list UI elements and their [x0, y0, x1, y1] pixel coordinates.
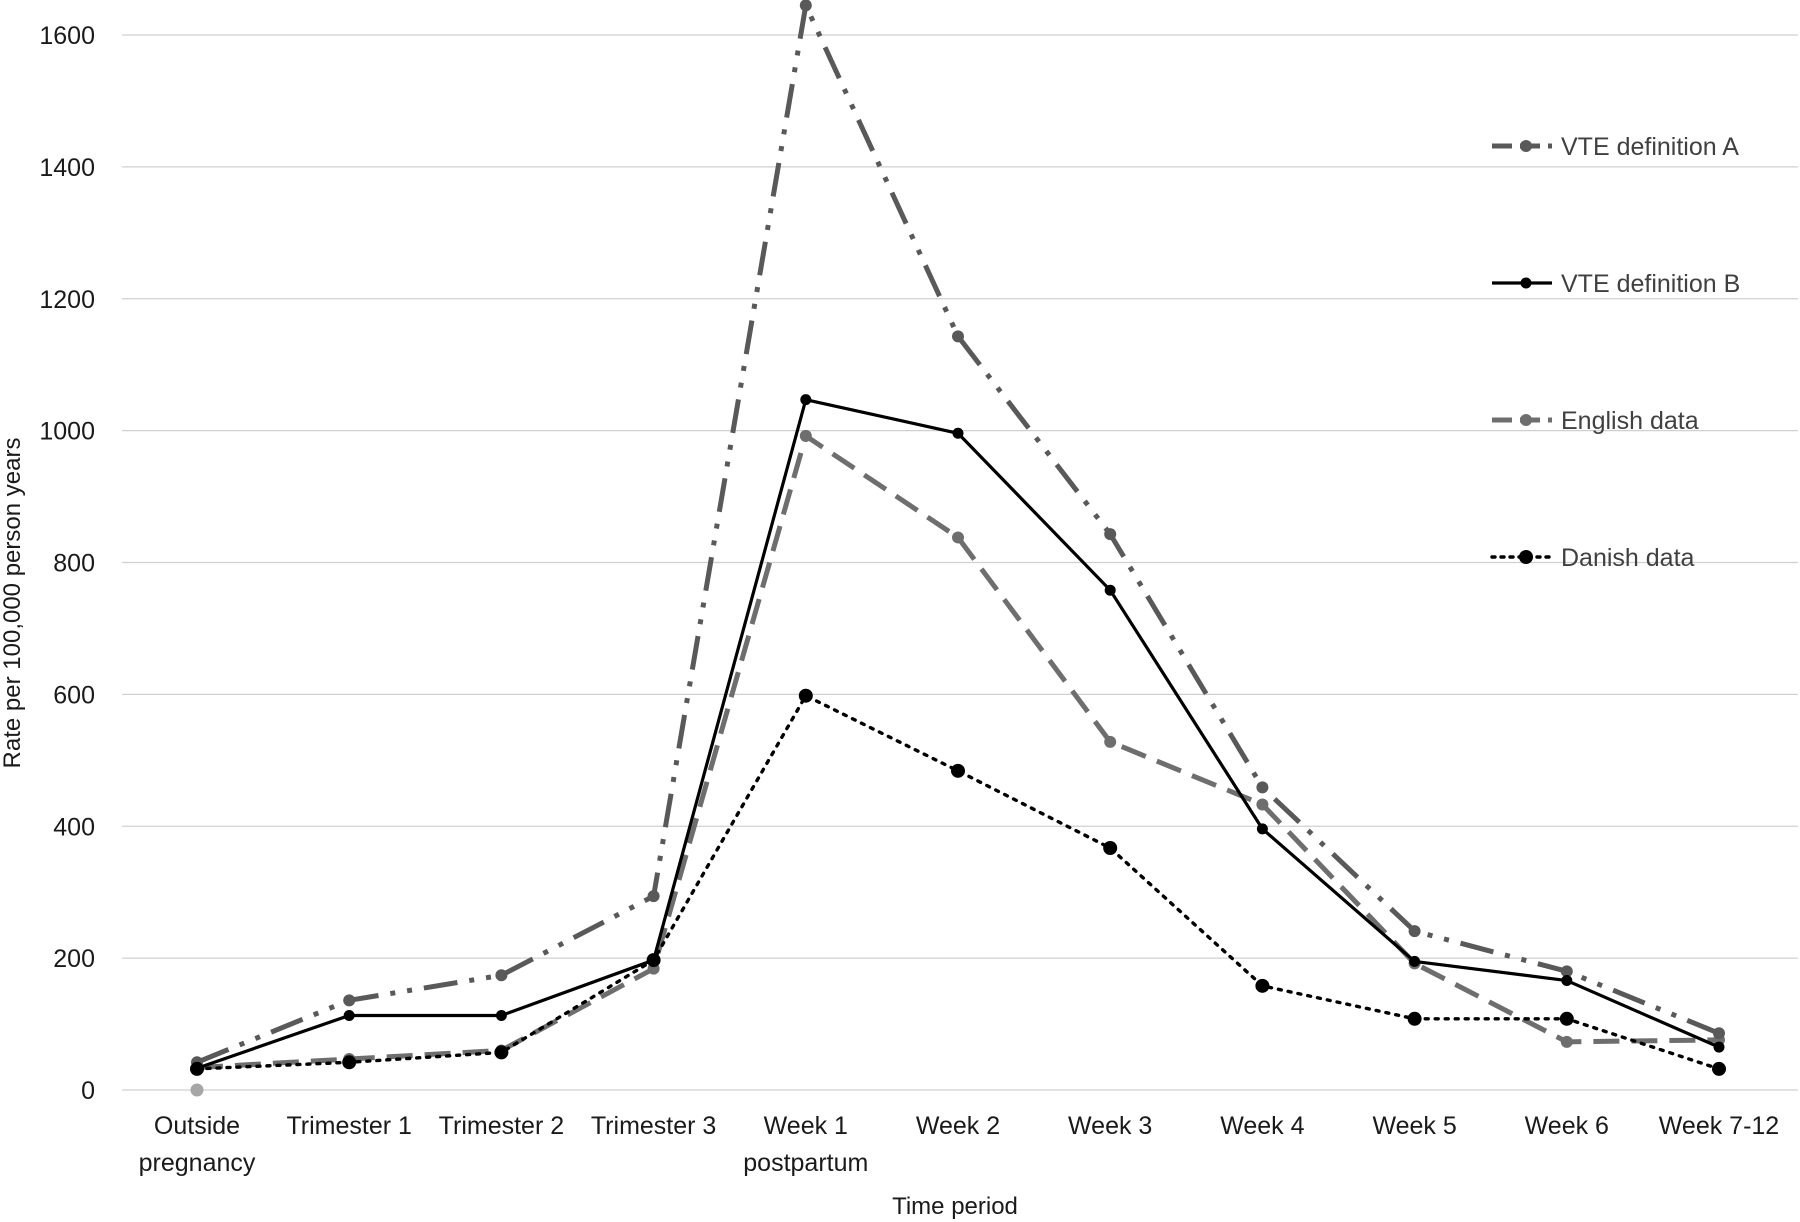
series-english-data [191, 429, 1725, 1074]
series-vte-definition-a [191, 0, 1725, 1069]
data-point [1713, 1027, 1725, 1040]
series-lines [190, 0, 1726, 1097]
y-tick-label: 1000 [39, 418, 95, 446]
data-point [1712, 1061, 1726, 1076]
x-tick-label: Trimester 2 [439, 1112, 564, 1140]
legend-label: Danish data [1561, 544, 1695, 572]
y-tick-label: 800 [53, 550, 95, 578]
x-tick-label: Week 4 [1220, 1112, 1304, 1140]
y-tick-label: 0 [81, 1077, 95, 1105]
data-point [495, 1009, 507, 1021]
x-tick-label: Trimester 3 [591, 1112, 716, 1140]
data-point [647, 890, 660, 903]
y-tick-label: 1400 [39, 154, 95, 182]
x-tick-label: Outside [154, 1112, 240, 1140]
x-axis-title: Time period [892, 1193, 1018, 1220]
data-point [1104, 528, 1117, 541]
data-point [494, 1045, 509, 1060]
data-point [1713, 1041, 1725, 1053]
legend-item: Danish data [1490, 544, 1695, 572]
x-tick-label: Week 3 [1068, 1112, 1152, 1140]
legend-swatch-marker [1519, 550, 1533, 564]
data-point [1561, 975, 1573, 987]
legend-item: VTE definition A [1492, 133, 1739, 161]
data-point [1256, 798, 1269, 811]
data-point [951, 763, 965, 778]
y-axis-title: Rate per 100,000 person years [0, 438, 26, 769]
data-point [799, 0, 812, 12]
data-point [1408, 925, 1421, 938]
data-point [952, 427, 964, 439]
legend-item: VTE definition B [1492, 270, 1740, 298]
x-tick-label: Week 1 [764, 1112, 848, 1140]
data-point-annotation [190, 1083, 204, 1097]
data-point [1256, 781, 1269, 794]
data-point [190, 1061, 204, 1076]
data-point [1104, 584, 1116, 596]
data-point [1559, 1011, 1574, 1026]
series-line [196, 398, 1720, 1070]
data-point [952, 531, 964, 544]
y-tick-label: 400 [53, 813, 95, 841]
legend-item: English data [1492, 407, 1699, 435]
x-tick-label: postpartum [743, 1149, 868, 1177]
data-point [799, 429, 812, 442]
data-point [343, 1009, 355, 1021]
legend-swatch-marker [1520, 140, 1532, 152]
data-point [1255, 978, 1270, 993]
data-point [1256, 823, 1268, 835]
series-danish-data [190, 688, 1726, 1076]
legend-swatch-marker [1520, 277, 1532, 289]
data-point [798, 688, 813, 703]
legend-label: VTE definition A [1561, 133, 1739, 161]
x-tick-label: Week 6 [1525, 1112, 1609, 1140]
data-point [343, 994, 356, 1007]
series-vte-definition-b [191, 394, 1725, 1074]
data-point [646, 953, 661, 968]
data-point [800, 394, 812, 406]
y-axis-tick-labels: 0 200 400 600 800 1000 1200 1400 1600 [39, 22, 95, 1105]
data-point [342, 1055, 357, 1070]
y-tick-label: 600 [53, 681, 95, 709]
legend-label: English data [1561, 407, 1699, 435]
x-tick-label: Week 2 [916, 1112, 1000, 1140]
legend-swatch-marker [1520, 414, 1532, 426]
y-tick-label: 1600 [39, 22, 95, 50]
x-tick-label: Week 7-12 [1659, 1112, 1779, 1140]
series-line [196, 433, 1720, 1071]
x-tick-label: pregnancy [139, 1149, 256, 1177]
data-point [1560, 965, 1573, 978]
data-point [1103, 841, 1118, 856]
data-point [1560, 1035, 1573, 1048]
y-tick-label: 1200 [39, 286, 95, 314]
data-point [1407, 1011, 1422, 1026]
series-line [196, 2, 1720, 1065]
data-point [952, 330, 964, 343]
data-point [1409, 955, 1421, 967]
x-tick-label: Trimester 1 [286, 1112, 411, 1140]
data-point [495, 969, 508, 982]
legend-label: VTE definition B [1561, 270, 1740, 298]
series-line [195, 693, 1721, 1071]
gridlines [122, 34, 1798, 1091]
x-tick-label: Week 5 [1372, 1112, 1456, 1140]
data-point [1104, 735, 1117, 748]
y-tick-label: 200 [53, 945, 95, 973]
x-axis-tick-labels: Outside pregnancy Trimester 1 Trimester 2 Tr… [139, 1112, 1780, 1177]
legend: VTE definition A VTE definition B English … [1490, 133, 1740, 572]
